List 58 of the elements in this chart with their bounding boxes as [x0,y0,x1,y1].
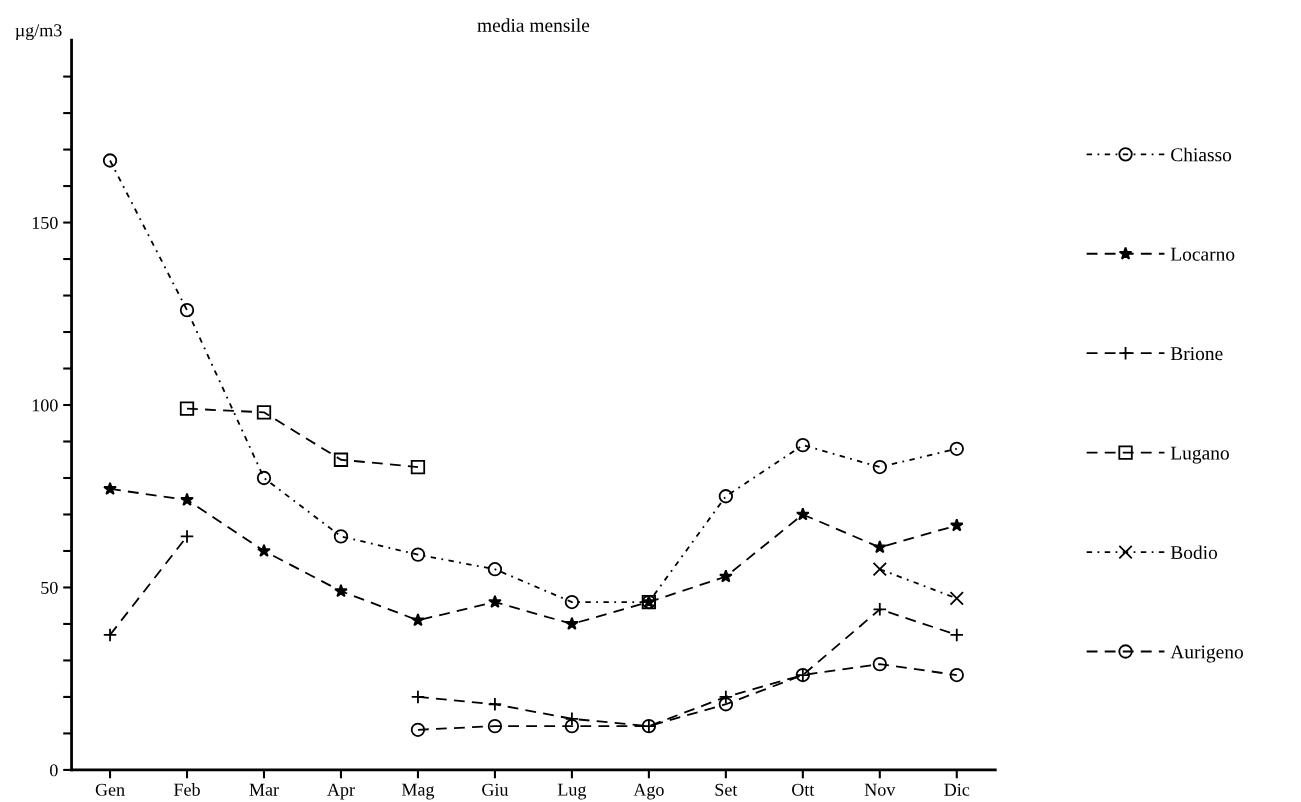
x-tick-label: Apr [327,783,355,800]
point [795,437,810,453]
point [564,594,580,610]
x-tick-label: Dic [944,783,970,796]
y-tick-label: 150 [32,216,58,229]
x-tick-label: Lug [557,783,587,800]
x-tick-label: Ago [633,783,664,800]
legend-label: Aurigeno [1170,645,1243,663]
point [410,547,426,562]
legend-label: Brione [1170,347,1223,361]
point [872,562,887,577]
x-tick-label: Giu [482,783,509,796]
point [718,697,734,712]
point [257,543,271,557]
point [410,459,426,475]
point [179,302,195,318]
point [949,518,964,532]
x-tick-label: Mar [249,783,279,796]
point [256,470,272,486]
point [333,452,349,467]
point [179,401,195,416]
x-tick-label: Set [715,783,738,796]
y-tick-label: 0 [50,764,58,777]
point [872,459,887,475]
point [564,718,580,734]
point [487,562,503,577]
point [334,583,348,598]
point [488,594,502,609]
y-tick-label: 100 [32,399,58,412]
point [949,591,964,606]
x-tick-label: Ott [792,783,815,796]
x-tick-label: Nov [864,783,896,796]
point [949,667,964,683]
point [487,718,503,734]
point [719,569,733,583]
point [102,153,118,168]
point [180,492,194,506]
y-axis-title: µg/m3 [15,24,62,41]
point [256,405,272,420]
legend-label: Bodio [1170,545,1218,560]
point [872,656,887,672]
point [411,613,425,627]
point [333,529,349,544]
point [718,489,734,504]
y-tick-label: 50 [41,581,58,594]
legend-label: Chiasso [1171,147,1232,162]
x-tick-label: Feb [174,783,200,796]
chart-title: media mensile [477,18,590,32]
point [565,616,579,630]
point [410,722,426,737]
legend-label: Lugano [1170,446,1229,464]
x-tick-label: Gen [95,783,125,796]
x-tick-label: Mag [401,783,435,800]
point [872,540,887,554]
point [949,441,964,456]
point [795,507,810,521]
legend-label: Locarno [1170,247,1235,261]
point [103,481,117,495]
